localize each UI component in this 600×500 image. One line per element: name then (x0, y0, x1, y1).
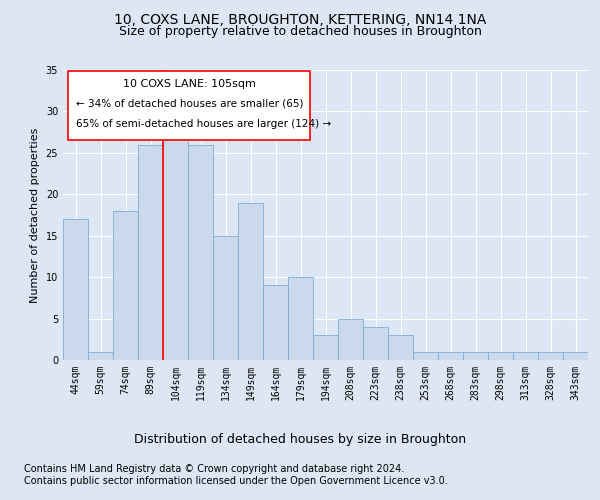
Bar (563, 352, 588, 360)
Bar (113, 211, 138, 360)
Bar (163, 120, 188, 360)
Bar (363, 327, 388, 360)
Bar (63, 219, 88, 360)
Bar (463, 352, 488, 360)
FancyBboxPatch shape (68, 72, 310, 140)
Bar (488, 352, 513, 360)
Text: Contains public sector information licensed under the Open Government Licence v3: Contains public sector information licen… (24, 476, 448, 486)
Text: 10 COXS LANE: 105sqm: 10 COXS LANE: 105sqm (122, 78, 256, 88)
Bar (213, 236, 238, 360)
Text: 65% of semi-detached houses are larger (124) →: 65% of semi-detached houses are larger (… (76, 120, 331, 130)
Text: Distribution of detached houses by size in Broughton: Distribution of detached houses by size … (134, 432, 466, 446)
Bar (513, 352, 538, 360)
Bar (238, 202, 263, 360)
Bar (538, 352, 563, 360)
Bar (263, 286, 288, 360)
Bar (438, 352, 463, 360)
Bar (288, 277, 313, 360)
Bar (338, 318, 363, 360)
Text: Size of property relative to detached houses in Broughton: Size of property relative to detached ho… (119, 25, 481, 38)
Bar (313, 335, 338, 360)
Bar (88, 352, 113, 360)
Bar (188, 144, 213, 360)
Bar (413, 352, 438, 360)
Text: 10, COXS LANE, BROUGHTON, KETTERING, NN14 1NA: 10, COXS LANE, BROUGHTON, KETTERING, NN1… (114, 12, 486, 26)
Y-axis label: Number of detached properties: Number of detached properties (30, 128, 40, 302)
Bar (388, 335, 413, 360)
Text: ← 34% of detached houses are smaller (65): ← 34% of detached houses are smaller (65… (76, 99, 304, 109)
Text: Contains HM Land Registry data © Crown copyright and database right 2024.: Contains HM Land Registry data © Crown c… (24, 464, 404, 474)
Bar (138, 144, 163, 360)
